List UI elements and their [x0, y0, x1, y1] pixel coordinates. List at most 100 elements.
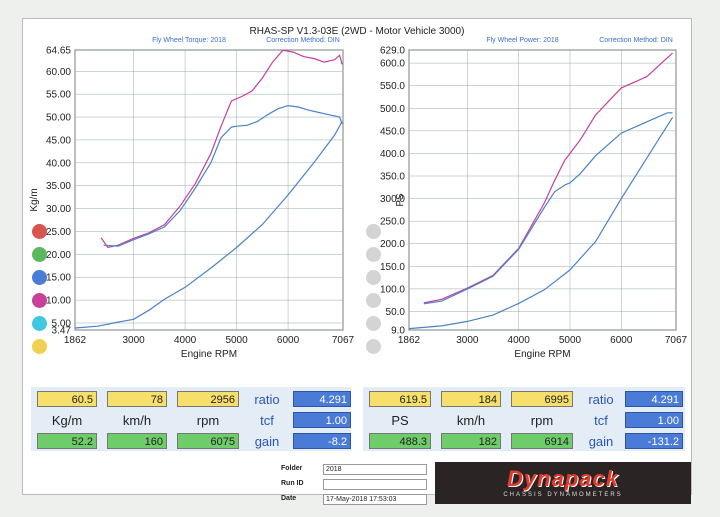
unit-torque: Kg/m: [51, 413, 83, 428]
channel-toggle-button[interactable]: [366, 224, 381, 239]
y-tick-label: 60.00: [46, 67, 71, 78]
y-tick-label: 55.00: [46, 90, 71, 101]
plot-area: [74, 49, 344, 331]
series-line-3: [74, 121, 343, 329]
x-tick-label: 3000: [122, 335, 145, 346]
channel-toggle-button[interactable]: [32, 224, 47, 239]
y-tick-label: 35.00: [46, 181, 71, 192]
report-footer: Folder 2018 Run ID Date 17-May-2018 17:5…: [23, 462, 691, 512]
power-peak-rpm: 6995: [511, 391, 573, 407]
y-tick-label: 45.00: [46, 135, 71, 146]
power-ref-rpm: 6914: [511, 433, 573, 449]
y-tick-label: 200.0: [380, 239, 405, 250]
channel-toggle-button[interactable]: [32, 293, 47, 308]
y-tick-label: 5.00: [52, 318, 72, 329]
ratio-value: 4.291: [293, 391, 351, 407]
gain-label: gain: [254, 434, 280, 449]
y-tick-label: 500.0: [380, 104, 405, 115]
y-tick-label: 300.0: [380, 194, 405, 205]
dynapack-logo: Dynapack CHASSIS DYNAMOMETERS: [435, 462, 691, 504]
runid-value: [323, 479, 427, 490]
y-tick-label: 550.0: [380, 81, 405, 92]
tcf-value: 1.00: [293, 412, 351, 428]
y-tick-label: 15.00: [46, 273, 71, 284]
torque-ref-speed: 160: [107, 433, 167, 449]
y-axis-label: Kg/m: [29, 188, 40, 211]
y-tick-label: 30.00: [46, 204, 71, 215]
y-axis-label: PS: [395, 193, 406, 207]
y-tick-label: 50.00: [46, 113, 71, 124]
unit-speed: km/h: [456, 413, 486, 428]
y-tick-label: 40.00: [46, 158, 71, 169]
x-tick-label: 1862: [398, 335, 421, 346]
logo-text: Dynapack: [507, 466, 619, 491]
channel-toggle-button[interactable]: [366, 293, 381, 308]
y-tick-label: 600.0: [380, 59, 405, 70]
power-ref-speed: 182: [441, 433, 501, 449]
y-tick-label: 3.47: [52, 326, 72, 337]
channel-toggle-button[interactable]: [366, 247, 381, 262]
y-tick-label: 150.0: [380, 262, 405, 273]
torque-readout-panel: 60.5 78 2956 Kg/m km/h rpm 52.2 160 6075…: [31, 387, 351, 451]
series-line-1: [423, 52, 673, 304]
tcf-label: tcf: [260, 413, 274, 428]
power-peak-speed: 184: [441, 391, 501, 407]
torque-ref-rpm: 6075: [177, 433, 239, 449]
page-title: RHAS-SP V1.3-03E (2WD - Motor Vehicle 30…: [249, 26, 465, 37]
x-tick-label: 1862: [64, 335, 87, 346]
ratio-value: 4.291: [625, 391, 683, 407]
y-tick-label: 64.65: [46, 46, 71, 57]
torque-ref-value: 52.2: [37, 433, 97, 449]
torque-peak-value: 60.5: [37, 391, 97, 407]
series-line-2: [423, 112, 673, 305]
ratio-label: ratio: [588, 392, 614, 407]
correction-method: Correction Method: DIN: [266, 37, 340, 44]
channel-toggle-button[interactable]: [366, 270, 381, 285]
x-tick-label: 6000: [610, 335, 633, 346]
y-tick-label: 350.0: [380, 172, 405, 183]
unit-speed: km/h: [122, 413, 152, 428]
y-tick-label: 9.0: [391, 326, 405, 337]
torque-peak-rpm: 2956: [177, 391, 239, 407]
runid-label: Run ID: [281, 480, 304, 487]
x-tick-label: 3000: [456, 335, 479, 346]
chart-header: Fly Wheel Torque: 2018: [152, 37, 226, 44]
channel-toggle-button[interactable]: [32, 247, 47, 262]
x-tick-label: 4000: [174, 335, 197, 346]
channel-toggle-button[interactable]: [366, 339, 381, 354]
series-line-1: [100, 49, 343, 249]
x-tick-label: 4000: [508, 335, 531, 346]
gain-value: -131.2: [625, 433, 683, 449]
x-tick-label: 5000: [559, 335, 582, 346]
folder-value: 2018: [323, 464, 427, 475]
chart-header: Fly Wheel Power: 2018: [486, 37, 558, 44]
channel-toggle-button[interactable]: [32, 316, 47, 331]
y-tick-label: 629.0: [380, 46, 405, 57]
y-tick-label: 20.00: [46, 250, 71, 261]
date-value: 17-May-2018 17:53:03: [323, 494, 427, 505]
gain-label: gain: [588, 434, 614, 449]
x-tick-label: 6000: [277, 335, 300, 346]
y-tick-label: 50.0: [386, 307, 406, 318]
channel-toggle-button[interactable]: [366, 316, 381, 331]
correction-method: Correction Method: DIN: [599, 37, 673, 44]
series-line-3: [408, 116, 674, 330]
dyno-charts: 64.65 60.00 55.00 50.00 45.00 40.00 35.00 30.00…: [29, 37, 688, 360]
ratio-label: ratio: [254, 392, 280, 407]
x-axis-label: Engine RPM: [181, 349, 237, 360]
y-tick-label: 10.00: [46, 296, 71, 307]
power-readout-panel: 619.5 184 6995 PS km/h rpm 488.3 182 691…: [363, 387, 685, 451]
torque-peak-speed: 78: [107, 391, 167, 407]
unit-power: PS: [391, 413, 409, 428]
dyno-sheet: RHAS-SP V1.3-03E (2WD - Motor Vehicle 30…: [22, 18, 692, 505]
y-tick-label: 250.0: [380, 217, 405, 228]
x-tick-label: 7067: [332, 335, 355, 346]
y-tick-label: 25.00: [46, 227, 71, 238]
unit-rpm: rpm: [530, 413, 554, 428]
date-label: Date: [281, 495, 297, 502]
tcf-label: tcf: [594, 413, 608, 428]
channel-toggle-button[interactable]: [32, 270, 47, 285]
channel-toggle-button[interactable]: [32, 339, 47, 354]
power-ref-value: 488.3: [369, 433, 431, 449]
series-line-2: [103, 104, 343, 247]
